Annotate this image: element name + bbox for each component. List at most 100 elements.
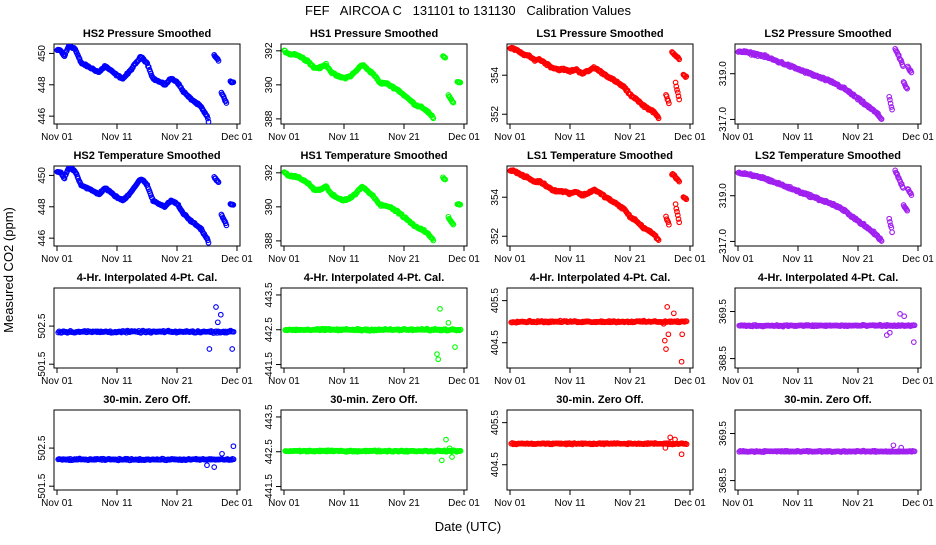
data-points bbox=[281, 47, 464, 122]
panel-title: 4-Hr. Interpolated 4-Pt. Cal. bbox=[77, 272, 218, 284]
data-point bbox=[230, 456, 237, 463]
data-point bbox=[888, 104, 895, 110]
x-tick-label: Dec 01 bbox=[902, 132, 934, 143]
panel-3-3: 30-min. Zero Off. Nov 01 Nov 11 Nov 21 Dec 0… bbox=[718, 394, 934, 509]
data-point bbox=[211, 464, 218, 470]
panel-frame bbox=[53, 43, 241, 125]
y-tick-label: 368.5 bbox=[718, 346, 729, 371]
data-point bbox=[683, 73, 690, 80]
data-points bbox=[55, 443, 237, 470]
data-point bbox=[457, 448, 464, 454]
y-tick-label: 392 bbox=[264, 42, 275, 59]
panel-0-0: HS2 Pressure Smoothed Nov 01 Nov 11 Nov 21 D… bbox=[37, 28, 253, 143]
x-tick-label: Dec 01 bbox=[448, 376, 480, 387]
data-point bbox=[655, 115, 662, 122]
panel-title: HS2 Temperature Smoothed bbox=[73, 150, 220, 162]
panel-frame bbox=[53, 409, 241, 491]
data-point bbox=[667, 434, 674, 441]
y-tick-label: 390 bbox=[264, 76, 275, 93]
data-point bbox=[673, 83, 680, 90]
x-tick-label: Nov 11 bbox=[329, 254, 360, 265]
data-points bbox=[507, 44, 690, 122]
x-tick-label: Nov 01 bbox=[268, 254, 300, 265]
x-tick-label: Dec 01 bbox=[448, 498, 480, 509]
data-point bbox=[889, 106, 895, 113]
y-tick-label: 501.5 bbox=[37, 473, 48, 498]
data-point bbox=[877, 114, 883, 121]
data-point bbox=[683, 441, 690, 448]
data-point bbox=[203, 112, 210, 119]
chart-title: FEF AIRCOA C 131101 to 131130 Calibratio… bbox=[305, 3, 631, 18]
data-point bbox=[676, 178, 683, 185]
data-point bbox=[886, 329, 893, 336]
data-point bbox=[887, 100, 894, 107]
data-point bbox=[678, 358, 685, 365]
panel-title: HS1 Pressure Smoothed bbox=[310, 28, 438, 40]
panel-2-2: 4-Hr. Interpolated 4-Pt. Cal. Nov 01 Nov 1… bbox=[490, 272, 706, 387]
data-point bbox=[890, 442, 897, 449]
x-tick-label: Nov 21 bbox=[388, 132, 420, 143]
y-tick-label: 446 bbox=[37, 229, 48, 246]
x-tick-label: Nov 21 bbox=[614, 498, 646, 509]
data-point bbox=[679, 331, 686, 338]
data-points bbox=[736, 442, 918, 455]
panel-title: HS2 Pressure Smoothed bbox=[83, 28, 211, 40]
y-tick-label: 405.5 bbox=[490, 288, 501, 313]
data-point bbox=[678, 451, 685, 458]
y-tick-label: 502.5 bbox=[37, 313, 48, 338]
data-point bbox=[897, 56, 904, 63]
data-point bbox=[663, 346, 669, 352]
data-point bbox=[904, 85, 911, 92]
data-point bbox=[434, 351, 440, 357]
data-point bbox=[683, 318, 690, 325]
data-points bbox=[282, 436, 464, 464]
data-point bbox=[908, 192, 915, 198]
y-tick-label: 319.0 bbox=[718, 61, 729, 86]
panel-1-3: LS2 Temperature Smoothed Nov 01 Nov 11 Nov … bbox=[718, 150, 934, 265]
panel-2-3: 4-Hr. Interpolated 4-Pt. Cal. Nov 01 Nov 1… bbox=[718, 272, 934, 387]
x-tick-label: Nov 21 bbox=[842, 132, 874, 143]
panel-3-0: 30-min. Zero Off. Nov 01 Nov 11 Nov 21 Dec 0… bbox=[37, 394, 253, 509]
data-point bbox=[887, 96, 893, 103]
panel-frame bbox=[506, 165, 694, 247]
y-tick-label: 404.5 bbox=[490, 452, 501, 477]
x-tick-label: Dec 01 bbox=[448, 254, 480, 265]
x-tick-label: Nov 01 bbox=[41, 498, 73, 509]
data-points bbox=[508, 434, 690, 458]
panel-title: 4-Hr. Interpolated 4-Pt. Cal. bbox=[758, 272, 899, 284]
data-point bbox=[674, 212, 681, 219]
panel-2-1: 4-Hr. Interpolated 4-Pt. Cal. Nov 01 Nov 1… bbox=[264, 272, 480, 387]
y-tick-label: 448 bbox=[37, 76, 48, 93]
panel-title: 4-Hr. Interpolated 4-Pt. Cal. bbox=[304, 272, 445, 284]
x-tick-label: Dec 01 bbox=[902, 498, 934, 509]
data-point bbox=[230, 328, 237, 335]
data-point bbox=[878, 238, 885, 244]
x-tick-label: Nov 11 bbox=[783, 254, 814, 265]
x-axis-label: Date (UTC) bbox=[435, 519, 501, 534]
x-tick-label: Dec 01 bbox=[674, 376, 706, 387]
y-tick-label: 405.5 bbox=[490, 410, 501, 435]
data-point bbox=[223, 100, 230, 106]
y-tick-label: 369.5 bbox=[718, 299, 729, 324]
data-point bbox=[676, 219, 683, 226]
data-point bbox=[456, 327, 463, 334]
panel-0-3: LS2 Pressure Smoothed Nov 01 Nov 11 Nov 21 D… bbox=[718, 28, 934, 143]
y-tick-label: 388 bbox=[264, 110, 275, 127]
data-point bbox=[219, 450, 225, 457]
y-tick-label: 442.5 bbox=[264, 439, 275, 464]
data-point bbox=[901, 313, 908, 320]
data-point bbox=[144, 60, 151, 67]
data-point bbox=[430, 237, 437, 244]
y-tick-label: 352 bbox=[490, 105, 501, 122]
y-tick-label: 442.5 bbox=[264, 317, 275, 342]
x-tick-label: Dec 01 bbox=[221, 498, 253, 509]
x-tick-label: Dec 01 bbox=[902, 376, 934, 387]
data-point bbox=[438, 326, 445, 333]
y-tick-label: 392 bbox=[264, 164, 275, 181]
panel-1-0: HS2 Temperature Smoothed Nov 01 Nov 11 Nov … bbox=[37, 150, 253, 265]
x-tick-label: Nov 21 bbox=[161, 132, 193, 143]
x-tick-label: Nov 01 bbox=[41, 132, 73, 143]
data-point bbox=[452, 344, 458, 350]
panel-title: LS2 Temperature Smoothed bbox=[755, 150, 901, 162]
